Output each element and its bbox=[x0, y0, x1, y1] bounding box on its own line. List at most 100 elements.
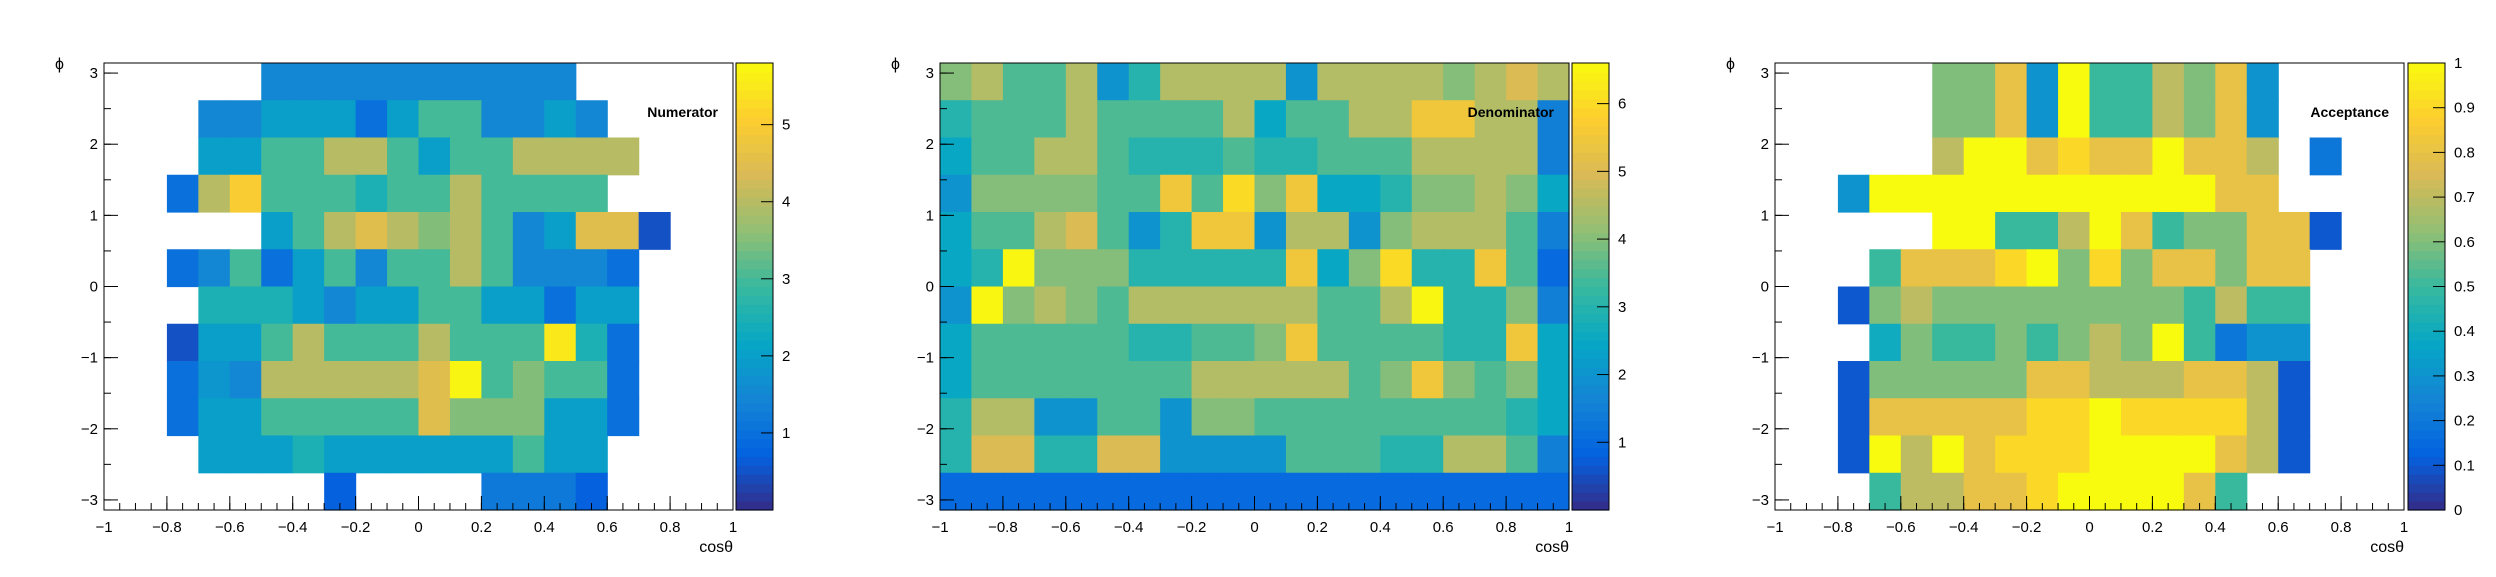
heatmap-cell bbox=[1932, 286, 1965, 325]
color-bar-step bbox=[736, 259, 773, 270]
heatmap-cell bbox=[544, 100, 577, 139]
color-bar-step bbox=[2408, 107, 2445, 118]
heatmap-cell bbox=[229, 249, 262, 288]
heatmap-cell bbox=[324, 398, 357, 437]
color-bar-tick-label: 0.9 bbox=[2454, 100, 2475, 117]
heatmap-cell bbox=[1128, 398, 1161, 437]
color-bar-step bbox=[1572, 277, 1609, 288]
heatmap-cell bbox=[1128, 361, 1161, 399]
heatmap-cell bbox=[1963, 286, 1996, 325]
color-bar-step bbox=[736, 241, 773, 252]
heatmap-cell bbox=[2278, 286, 2311, 325]
heatmap-cell bbox=[2215, 435, 2248, 474]
heatmap-cell bbox=[1411, 174, 1444, 213]
heatmap-cell bbox=[1002, 174, 1035, 213]
heatmap-cell bbox=[1034, 212, 1067, 250]
heatmap-cell bbox=[1411, 286, 1444, 325]
color-bar-step bbox=[736, 188, 773, 198]
heatmap-cell bbox=[1160, 174, 1193, 213]
heatmap-cell bbox=[1191, 100, 1224, 139]
heatmap-cell bbox=[544, 174, 577, 213]
heatmap-cell bbox=[1837, 286, 1870, 325]
heatmap-cell bbox=[2026, 323, 2059, 362]
heatmap-cell bbox=[449, 323, 482, 362]
color-bar-step bbox=[1572, 152, 1609, 162]
heatmap-cell bbox=[971, 63, 1004, 101]
heatmap-cell bbox=[1191, 323, 1224, 362]
heatmap-cell bbox=[229, 100, 262, 139]
heatmap-cell bbox=[2120, 435, 2153, 474]
color-bar: 1 2 3 4 5 6 bbox=[1571, 62, 1626, 511]
heatmap-cell bbox=[2026, 212, 2059, 250]
color-bar-step bbox=[736, 134, 773, 145]
color-bar-step bbox=[2408, 492, 2445, 502]
heatmap-cell bbox=[1900, 435, 1933, 474]
color-bar-step bbox=[2408, 116, 2445, 127]
x-tick-label: 0 bbox=[414, 519, 422, 536]
heatmap-cell bbox=[1380, 63, 1413, 101]
heatmap-cell bbox=[1254, 286, 1287, 325]
x-axis: −1 −0.8 −0.6 −0.4 −0.2 0 0.2 0.4 0.6 0.8 1 bbox=[931, 496, 1573, 536]
heatmap-cell bbox=[292, 212, 325, 250]
heatmap-cell bbox=[2120, 286, 2153, 325]
heatmap-cell bbox=[1900, 361, 1933, 399]
heatmap-cell bbox=[449, 212, 482, 250]
color-bar-step bbox=[1572, 179, 1609, 189]
heatmap-cell bbox=[229, 398, 262, 437]
heatmap-cell bbox=[292, 174, 325, 213]
heatmap-cell bbox=[1348, 63, 1381, 101]
heatmap-cell bbox=[1097, 435, 1130, 474]
color-bar-step bbox=[1572, 89, 1609, 100]
heatmap-cell bbox=[575, 398, 608, 437]
heatmap-cell bbox=[387, 212, 420, 250]
heatmap-cell bbox=[1506, 100, 1539, 139]
heatmap-cell bbox=[512, 361, 545, 399]
heatmap-cell bbox=[2058, 361, 2091, 399]
heatmap-cell bbox=[1191, 286, 1224, 325]
heatmap-cell bbox=[1223, 63, 1256, 101]
heatmap-cell bbox=[1411, 249, 1444, 288]
heatmap-cell bbox=[261, 249, 294, 288]
color-bar-tick-label: 3 bbox=[1618, 299, 1626, 316]
heatmap-cell bbox=[1285, 286, 1318, 325]
heatmap-cell bbox=[387, 361, 420, 399]
x-tick-label: 1 bbox=[1565, 519, 1573, 536]
heatmap-cell bbox=[1443, 212, 1476, 250]
color-bar-step bbox=[736, 63, 773, 73]
color-bar-tick-label: 2 bbox=[1618, 367, 1626, 384]
y-tick-label: −3 bbox=[81, 492, 98, 509]
color-bar-step bbox=[736, 447, 773, 457]
heatmap-cell bbox=[575, 286, 608, 325]
heatmap-cell bbox=[2246, 212, 2279, 250]
color-bar-step bbox=[2408, 134, 2445, 145]
heatmap-cell bbox=[1506, 323, 1539, 362]
x-tick-label: −0.6 bbox=[215, 519, 245, 536]
heatmap-cell bbox=[1160, 286, 1193, 325]
heatmap-cell bbox=[1537, 100, 1570, 139]
heatmap-cell bbox=[1191, 398, 1224, 437]
color-bar-step bbox=[1572, 223, 1609, 234]
x-axis-label: cosθ bbox=[2370, 539, 2404, 556]
heatmap-cell bbox=[418, 361, 451, 399]
color-bar-step bbox=[2408, 89, 2445, 100]
heatmap-cell bbox=[1995, 435, 2028, 474]
heatmap-cell bbox=[1097, 174, 1130, 213]
heatmap-cell bbox=[512, 286, 545, 325]
heatmap-cell bbox=[2183, 286, 2216, 325]
heatmap-cell bbox=[575, 435, 608, 474]
heatmap-cell bbox=[971, 286, 1004, 325]
color-bar-step bbox=[2408, 375, 2445, 386]
heatmap-cell bbox=[2058, 100, 2091, 139]
heatmap-cell bbox=[2246, 63, 2279, 101]
y-tick-label: −2 bbox=[1752, 421, 1769, 438]
color-bar-step bbox=[2408, 411, 2445, 422]
heatmap-cell bbox=[1223, 137, 1256, 176]
heatmap-cell bbox=[1900, 249, 1933, 288]
heatmap-cell bbox=[324, 63, 357, 101]
x-tick-label: 0.2 bbox=[471, 519, 492, 536]
heatmap-cell bbox=[2120, 323, 2153, 362]
color-bar-step bbox=[1572, 465, 1609, 475]
heatmap-cell bbox=[607, 249, 640, 288]
color-bar-step bbox=[1572, 456, 1609, 466]
heatmap-cell bbox=[1869, 435, 1902, 474]
